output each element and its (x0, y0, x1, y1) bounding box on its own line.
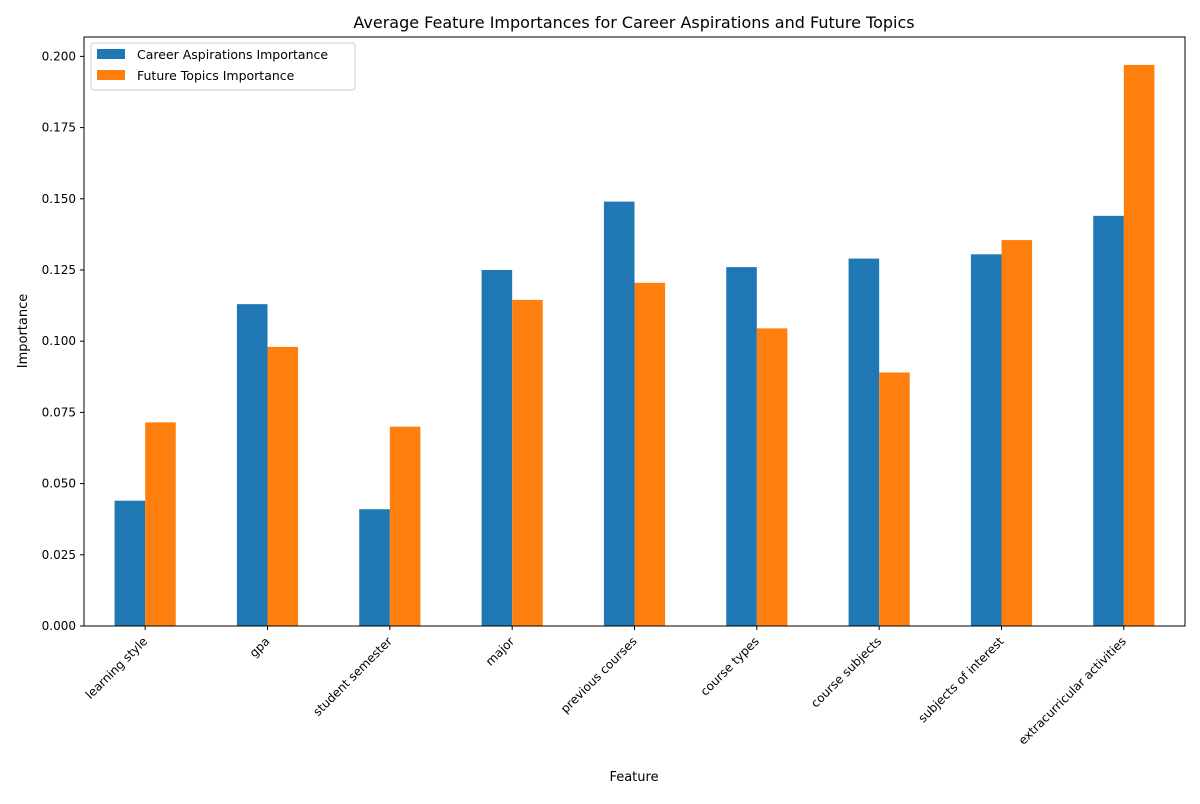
bar-series-1-2 (236, 304, 268, 626)
x-tick-label: previous courses (558, 634, 640, 716)
x-tick-label: major (483, 634, 517, 668)
y-tick-label: 0.150 (42, 192, 76, 206)
bar-series-2-2 (267, 346, 299, 626)
bar-series-1-4 (481, 269, 513, 626)
y-tick-label: 0.050 (42, 477, 76, 491)
y-tick-label: 0.200 (42, 49, 76, 63)
bar-series-2-1 (145, 422, 176, 626)
legend-swatch-1 (97, 49, 125, 59)
bar-series-1-9 (1093, 215, 1124, 626)
y-tick-label: 0.175 (42, 121, 76, 135)
bar-series-1-8 (970, 254, 1002, 626)
y-tick-label: 0.100 (42, 334, 76, 348)
bar-series-2-3 (389, 426, 421, 626)
bar-series-2-9 (1123, 64, 1155, 627)
x-tick-label: course types (698, 634, 762, 698)
bars-group (114, 64, 1155, 627)
bar-series-1-7 (848, 258, 880, 626)
y-tick-label: 0.125 (42, 263, 76, 277)
bar-series-2-5 (634, 282, 666, 626)
bar-series-2-6 (756, 328, 788, 626)
x-axis-label: Feature (609, 770, 658, 785)
bar-series-1-6 (726, 267, 757, 626)
bar-series-2-7 (879, 372, 910, 626)
y-axis: 0.000 0.025 0.050 0.075 0.100 0.125 0.150 0.175… (42, 49, 84, 633)
bar-series-2-4 (512, 299, 543, 626)
y-axis-label: Importance (16, 294, 31, 369)
legend-box (90, 42, 356, 91)
x-axis: learning style gpa student semester major pr… (83, 626, 1129, 748)
x-tick-label: student semester (310, 634, 395, 719)
legend-label-2: Future Topics Importance (137, 68, 295, 83)
y-tick-label: 0.025 (42, 548, 76, 562)
plot-frame (83, 36, 1186, 627)
y-tick-label: 0.000 (42, 619, 76, 633)
bar-series-2-8 (1001, 240, 1033, 627)
x-tick-label: subjects of interest (915, 634, 1006, 725)
y-tick-label: 0.075 (42, 405, 76, 419)
bar-series-1-3 (359, 509, 390, 626)
chart-title: Average Feature Importances for Career A… (353, 13, 914, 32)
legend-label-1: Career Aspirations Importance (137, 47, 328, 62)
x-tick-label: extracurricular activities (1016, 634, 1129, 747)
x-tick-label: course subjects (808, 634, 884, 710)
bar-series-1-1 (114, 500, 146, 626)
legend-swatch-2 (97, 70, 125, 80)
legend: Career Aspirations Importance Future Topi… (90, 42, 356, 91)
bar-series-1-5 (603, 201, 635, 627)
x-tick-label: learning style (83, 634, 151, 702)
x-tick-label: gpa (247, 634, 273, 660)
